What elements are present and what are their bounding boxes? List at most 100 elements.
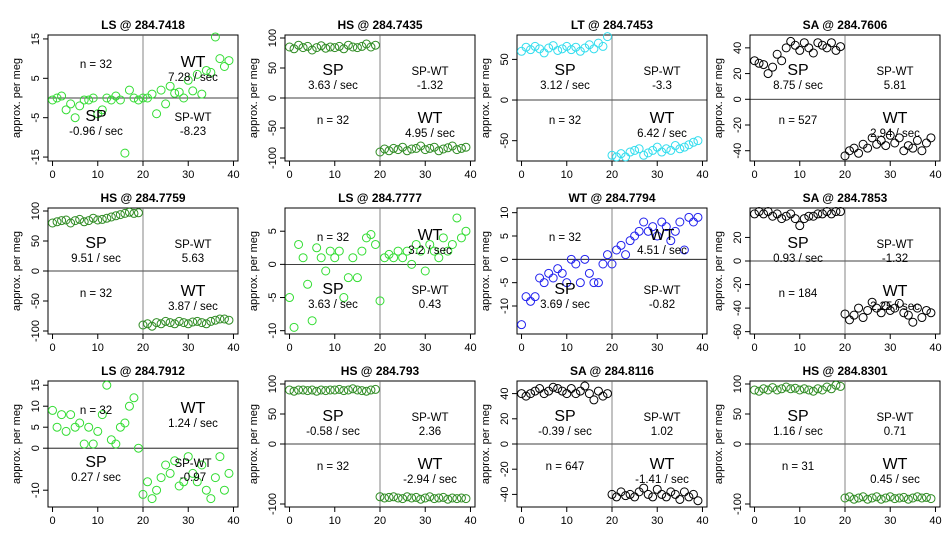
y-tick-label: -5 — [30, 113, 42, 123]
data-point — [456, 233, 466, 243]
x-tick-label: 30 — [419, 169, 431, 181]
data-point — [161, 316, 171, 326]
data-point — [652, 231, 662, 241]
data-point — [876, 494, 886, 504]
data-point — [621, 152, 631, 162]
data-point — [420, 266, 430, 276]
x-tick-label: 10 — [92, 515, 104, 527]
data-point — [352, 385, 362, 395]
data-point — [657, 147, 667, 157]
data-point — [548, 41, 558, 51]
data-point — [777, 56, 787, 66]
data-point — [402, 146, 412, 156]
data-point — [402, 492, 412, 502]
data-point — [602, 250, 612, 260]
data-point — [845, 492, 855, 502]
data-point — [759, 384, 769, 394]
data-point — [872, 303, 882, 313]
data-point — [831, 207, 841, 217]
plot-title: LS @ 284.7912 — [101, 364, 185, 378]
data-point — [693, 136, 703, 146]
n-count-label: n = 32 — [80, 405, 112, 417]
data-point — [831, 380, 841, 390]
data-point — [375, 296, 385, 306]
data-point — [133, 208, 143, 218]
data-point — [143, 319, 153, 329]
data-point — [826, 38, 836, 48]
data-point — [201, 485, 211, 495]
data-point — [120, 418, 130, 428]
data-point — [106, 212, 116, 222]
data-point — [183, 319, 193, 329]
data-point — [170, 456, 180, 466]
sp-label: SP — [554, 281, 575, 298]
data-point — [584, 268, 594, 278]
data-point — [120, 148, 130, 158]
data-point — [684, 492, 694, 502]
data-point — [840, 151, 850, 161]
y-tick-label: 10 — [499, 207, 511, 219]
data-point — [102, 93, 112, 103]
data-point — [361, 386, 371, 396]
data-point — [845, 146, 855, 156]
x-tick-label: 20 — [137, 515, 149, 527]
x-tick-label: 10 — [561, 515, 573, 527]
sp-rate-label: 0.93 / sec — [773, 253, 823, 265]
data-point — [420, 145, 430, 155]
y-tick-label: -5 — [267, 293, 279, 303]
data-point — [407, 493, 417, 503]
y-axis-label: approx. per meg — [248, 58, 260, 138]
data-point — [693, 496, 703, 506]
data-point — [835, 42, 845, 52]
data-point — [456, 143, 466, 153]
y-tick-label: 50 — [267, 408, 279, 420]
x-tick-label: 20 — [374, 342, 386, 354]
data-point — [822, 207, 832, 217]
sp-label: SP — [787, 408, 808, 425]
data-point — [461, 494, 471, 504]
data-point — [179, 477, 189, 487]
y-tick-label: -20 — [732, 117, 744, 133]
data-point — [634, 226, 644, 236]
data-point — [835, 207, 845, 217]
data-point — [183, 75, 193, 85]
data-point — [398, 494, 408, 504]
data-point — [88, 93, 98, 103]
data-point — [443, 494, 453, 504]
x-tick-label: 0 — [49, 342, 55, 354]
data-point — [863, 305, 873, 315]
data-point — [530, 41, 540, 51]
data-point — [759, 209, 769, 219]
data-point — [115, 95, 125, 105]
data-point — [84, 216, 94, 226]
spwt-label: SP-WT — [174, 239, 211, 251]
data-point — [429, 494, 439, 504]
x-tick-label: 10 — [92, 169, 104, 181]
data-point — [52, 93, 62, 103]
data-point — [539, 389, 549, 399]
data-point — [675, 144, 685, 154]
y-tick-label: 5 — [499, 233, 511, 239]
data-point — [192, 477, 202, 487]
data-point — [307, 385, 317, 395]
data-point — [129, 393, 139, 403]
plot-title: LT @ 284.7453 — [571, 18, 654, 32]
data-point — [885, 492, 895, 502]
data-point — [593, 386, 603, 396]
data-point — [325, 246, 335, 256]
data-point — [375, 147, 385, 157]
data-point — [777, 384, 787, 394]
data-point — [521, 391, 531, 401]
data-point — [348, 384, 358, 394]
wt-rate-label: 0.45 / sec — [870, 474, 920, 486]
data-point — [890, 303, 900, 313]
x-tick-label: 0 — [49, 169, 55, 181]
data-point — [438, 144, 448, 154]
x-tick-label: 10 — [329, 169, 341, 181]
data-point — [772, 385, 782, 395]
data-point — [666, 487, 676, 497]
data-point — [75, 214, 85, 224]
y-tick-label: -100 — [267, 147, 279, 169]
data-point — [759, 60, 769, 70]
y-tick-label: 50 — [732, 408, 744, 420]
